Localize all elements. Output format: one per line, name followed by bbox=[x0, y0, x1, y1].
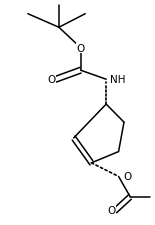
Text: O: O bbox=[107, 205, 116, 215]
Text: O: O bbox=[47, 75, 55, 85]
Text: O: O bbox=[76, 43, 85, 53]
Text: NH: NH bbox=[110, 75, 126, 85]
Text: O: O bbox=[123, 172, 131, 182]
